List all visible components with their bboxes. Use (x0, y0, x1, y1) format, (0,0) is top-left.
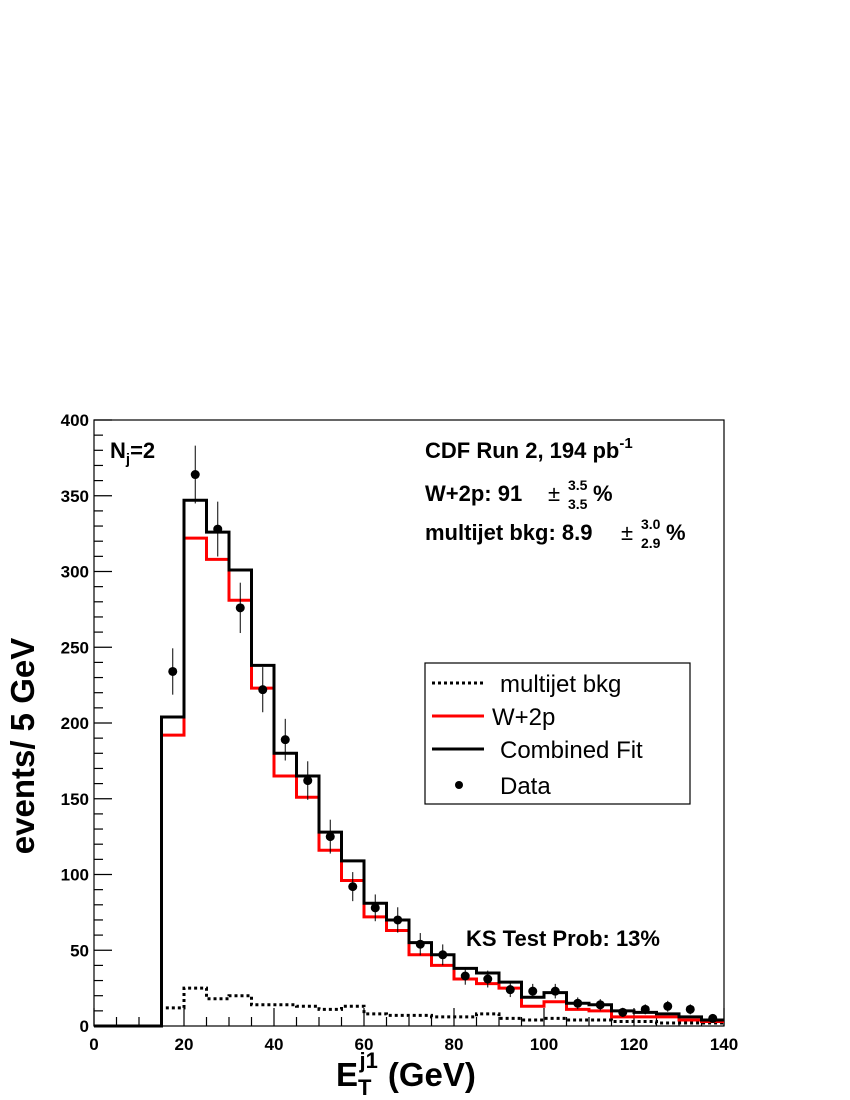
data-point (663, 1001, 673, 1011)
x-tick-label: 40 (265, 1035, 284, 1054)
data-point (550, 986, 560, 996)
annotation-run-text: CDF Run 2, 194 pb (425, 438, 619, 463)
y-axis-title: events/ 5 GeV (4, 638, 41, 854)
data-point (190, 470, 200, 480)
legend-label-data: Data (500, 773, 551, 800)
data-point (258, 685, 268, 695)
annotation-multijet-up: 3.0 (641, 516, 661, 532)
annotation-multijet-down: 2.9 (641, 535, 661, 551)
x-tick-label: 20 (175, 1035, 194, 1054)
annotation-run-sup: -1 (619, 435, 632, 452)
annotation-multijet-label: multijet bkg: 8.9 (425, 520, 592, 545)
data-point (618, 1007, 628, 1017)
annotation-run: CDF Run 2, 194 pb-1 (425, 435, 633, 463)
x-tick-label: 60 (355, 1035, 374, 1054)
x-tick-labels: 0 20 40 60 80 100 120 140 (89, 1035, 738, 1054)
x-axis-title-sub: T (358, 1075, 372, 1100)
legend-swatch-data (455, 781, 463, 789)
annotation-w2p-up: 3.5 (568, 477, 588, 493)
y-tick-label: 400 (61, 411, 89, 430)
data-point (370, 903, 380, 913)
legend-label-w2p: W+2p (492, 704, 555, 731)
data-point (235, 603, 245, 613)
data-point (348, 882, 358, 892)
x-tick-label: 140 (710, 1035, 738, 1054)
annotation-multijet-pm: ± (621, 520, 633, 545)
data-point (415, 939, 425, 949)
legend: multijet bkg W+2p Combined Fit Data (424, 662, 691, 805)
y-tick-label: 300 (61, 563, 89, 582)
data-point (708, 1013, 718, 1023)
x-axis-title-main: E (336, 1056, 358, 1093)
y-tick-label: 350 (61, 487, 89, 506)
x-tick-label: 80 (445, 1035, 464, 1054)
annotation-w2p-down: 3.5 (568, 496, 588, 512)
y-tick-label: 100 (61, 866, 89, 885)
x-axis-title-unit: (GeV) (388, 1056, 476, 1093)
series-multijet-bkg (94, 986, 724, 1028)
data-point (168, 666, 178, 676)
data-point (595, 1000, 605, 1010)
y-tick-label: 150 (61, 790, 89, 809)
annotation-w2p-pm: ± (548, 481, 560, 506)
data-point (685, 1004, 695, 1014)
annotation-multijet: multijet bkg: 8.9 ± 3.0 2.9 % (425, 516, 686, 551)
legend-box (424, 662, 691, 805)
annotation-nj-sub: j (125, 451, 130, 468)
y-tick-label: 250 (61, 638, 89, 657)
y-tick-label: 200 (61, 714, 89, 733)
annotation-multijet-unit: % (666, 520, 686, 545)
annotation-w2p-unit: % (593, 481, 613, 506)
data-point (483, 974, 493, 984)
data-point (573, 998, 583, 1008)
legend-label-combined: Combined Fit (500, 737, 643, 764)
y-tick-label: 0 (80, 1017, 89, 1036)
data-points (168, 445, 718, 1023)
x-tick-label: 100 (530, 1035, 558, 1054)
data-point (303, 776, 313, 786)
data-point (438, 950, 448, 960)
data-point (280, 735, 290, 745)
annotation-nj-rest: =2 (130, 438, 155, 463)
data-point (213, 524, 223, 534)
annotation-w2p-label: W+2p: 91 (425, 481, 522, 506)
x-tick-label: 120 (620, 1035, 648, 1054)
data-point (325, 832, 335, 842)
data-point (460, 971, 470, 981)
annotation-ks: KS Test Prob: 13% (466, 926, 660, 951)
data-point (640, 1004, 650, 1014)
data-point (393, 915, 403, 925)
y-tick-labels: 0 50 100 150 200 250 300 350 400 (61, 411, 89, 1036)
y-tick-label: 50 (70, 941, 89, 960)
x-axis-title: ETj1 (GeV) (336, 1048, 476, 1100)
annotation-w2p: W+2p: 91 ± 3.5 3.5 % (425, 477, 613, 512)
annotation-nj: Nj=2 (110, 438, 155, 468)
legend-label-multijet: multijet bkg (500, 671, 621, 698)
annotation-nj-main: N (110, 438, 126, 463)
x-axis-title-sup: j1 (358, 1048, 377, 1073)
data-point (505, 985, 515, 995)
x-tick-label: 0 (89, 1035, 98, 1054)
data-point (528, 986, 538, 996)
